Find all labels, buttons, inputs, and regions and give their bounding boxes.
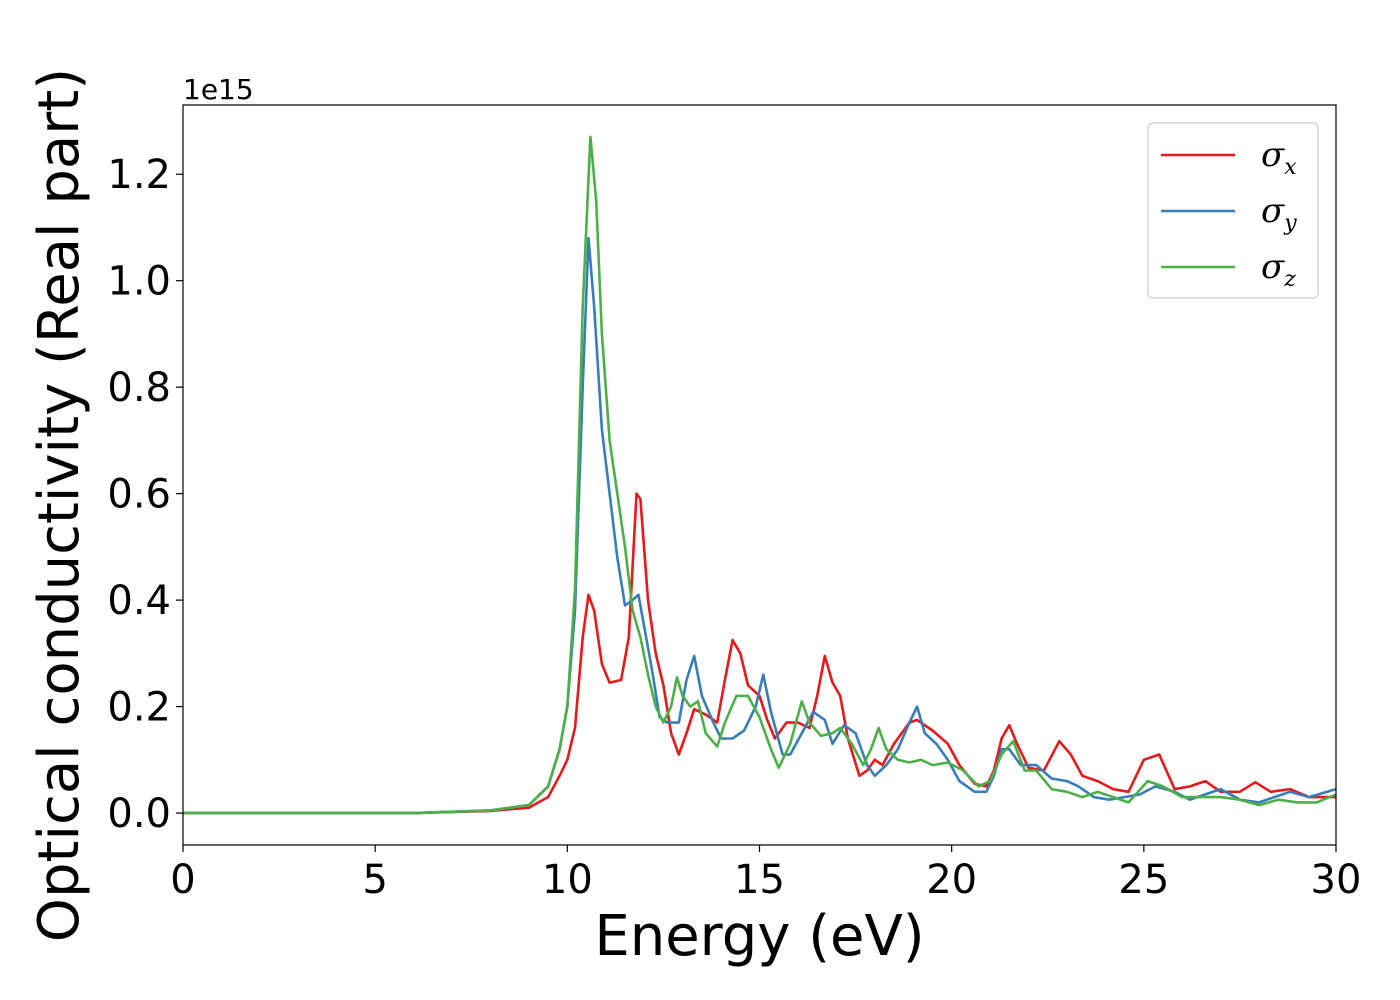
x-axis-title: Energy (eV) <box>594 904 924 969</box>
x-axis: 0 5 10 15 20 25 30 <box>170 845 1361 903</box>
y-tick-label: 1.2 <box>107 152 171 198</box>
y-tick-label: 1.0 <box>107 259 171 305</box>
legend-label-x: σx <box>1261 135 1297 180</box>
x-tick-label: 15 <box>734 857 785 903</box>
x-tick-label: 5 <box>362 857 387 903</box>
y-tick-label: 0.4 <box>107 578 171 624</box>
x-tick-label: 0 <box>170 857 195 903</box>
legend: σx σy σz <box>1147 122 1319 299</box>
y-tick-label: 0.2 <box>107 685 171 731</box>
series-line-z <box>183 135 1336 815</box>
legend-label-y: σy <box>1261 191 1297 236</box>
x-tick-label: 25 <box>1118 857 1169 903</box>
y-tick-label: 0.0 <box>107 791 171 837</box>
y-axis: 0.0 0.2 0.4 0.6 0.8 1.0 1.2 <box>107 152 183 837</box>
x-tick-label: 10 <box>542 857 593 903</box>
y-tick-label: 0.6 <box>107 472 171 518</box>
y-axis-title: Optical conductivity (Real part) <box>27 68 92 942</box>
series-line-y <box>183 236 1336 815</box>
series-lines <box>183 135 1336 815</box>
x-tick-label: 30 <box>1311 857 1362 903</box>
series-line-x <box>183 492 1336 815</box>
legend-label-z: σz <box>1261 247 1296 292</box>
y-tick-label: 0.8 <box>107 365 171 411</box>
x-tick-label: 20 <box>926 857 977 903</box>
y-offset-label: 1e15 <box>183 73 254 106</box>
